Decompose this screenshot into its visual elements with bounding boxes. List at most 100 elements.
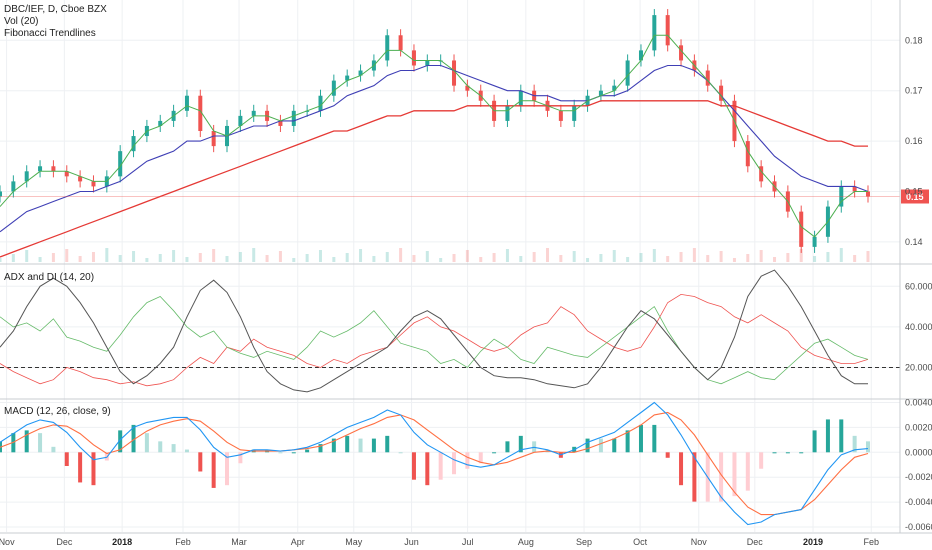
candle-body <box>665 15 670 46</box>
volume-bar <box>345 253 349 262</box>
volume-bar <box>38 257 42 262</box>
macd-histogram-bar <box>478 452 483 464</box>
price-y-tick-label-0: 0.18 <box>905 35 923 45</box>
volume-bar <box>519 256 523 262</box>
macd-histogram-bar <box>24 430 29 453</box>
macd-histogram-bar <box>465 452 470 469</box>
volume-bar <box>385 252 389 262</box>
macd-legend: MACD (12, 26, close, 9) <box>4 406 111 418</box>
di-minus-line <box>0 293 869 387</box>
grid-lines <box>0 0 900 532</box>
x-tick-label-1: Dec <box>56 537 73 547</box>
volume-bar <box>65 249 69 262</box>
volume-bar <box>265 255 269 262</box>
symbol-label[interactable]: DBC/IEF, D, Cboe BZX <box>4 4 107 15</box>
macd-y-tick-label-1: 0.0020 <box>905 422 932 432</box>
macd-histogram-bar <box>78 452 83 483</box>
volume-bar <box>853 255 857 262</box>
x-tick-label-11: Oct <box>633 537 648 547</box>
volume-bar <box>759 250 763 262</box>
volume-bar <box>692 248 696 262</box>
x-tick-label-13: Dec <box>747 537 764 547</box>
x-tick-label-15: Feb <box>864 537 880 547</box>
fib-label[interactable]: Fibonacci Trendlines <box>4 28 96 39</box>
macd-histogram-bar <box>812 430 817 453</box>
macd-histogram-bar <box>438 452 443 480</box>
volume-bar <box>198 253 202 262</box>
volume-bar <box>225 256 229 262</box>
macd-histogram-bar <box>692 452 697 502</box>
volume-bar <box>719 251 723 262</box>
x-tick-label-0: Nov <box>0 537 15 547</box>
candle-body <box>759 166 764 182</box>
volume-bar <box>492 253 496 262</box>
volume-bar <box>572 251 576 262</box>
macd-histogram-bar <box>598 438 603 453</box>
volume-bar <box>599 254 603 262</box>
macd-histogram-bar <box>291 452 296 454</box>
candle-body <box>131 136 136 152</box>
candle-body <box>745 141 750 167</box>
candle-body <box>799 211 804 247</box>
macd-histogram-bar <box>198 452 203 472</box>
candle-body <box>38 166 43 172</box>
candle-body <box>291 110 296 126</box>
volume-bar <box>679 252 683 262</box>
di-plus-line <box>0 296 869 385</box>
volume-bar <box>706 255 710 262</box>
volume-bar <box>652 249 656 262</box>
candle-body <box>331 80 336 96</box>
volume-bar <box>78 256 82 262</box>
volume-bar <box>826 252 830 262</box>
volume-bar <box>359 249 363 262</box>
macd-histogram-bar <box>679 452 684 486</box>
volume-bar <box>305 254 309 262</box>
x-tick-label-12: Nov <box>691 537 708 547</box>
volume-bar <box>399 248 403 262</box>
adx-y-tick-label-2: 20.0000 <box>905 363 932 373</box>
volume-bar <box>746 254 750 262</box>
macd-histogram-bar <box>211 452 216 488</box>
volume-bar <box>51 253 55 262</box>
volume-bar <box>799 249 803 262</box>
macd-histogram-bar <box>638 424 643 453</box>
macd-histogram-bar <box>51 446 56 453</box>
x-tick-label-5: Apr <box>291 537 305 547</box>
macd-histogram-bar <box>772 452 777 454</box>
candle-body <box>812 236 817 247</box>
candle-body <box>505 105 510 121</box>
candle-body <box>64 171 69 177</box>
price-panel: 0.15 <box>0 9 929 262</box>
candle-body <box>518 90 523 106</box>
volume-label[interactable]: Vol (20) <box>4 16 39 27</box>
macd-y-tick-label-3: -0.0020 <box>905 472 932 482</box>
macd-histogram-bar <box>171 444 176 453</box>
macd-histogram-bar <box>158 441 163 453</box>
volume-bar <box>118 255 122 262</box>
candle-body <box>11 181 16 192</box>
candle-body <box>719 85 724 101</box>
candle-body <box>558 110 563 121</box>
candle-body <box>198 95 203 131</box>
macd-histogram-bar <box>745 452 750 491</box>
macd-histogram-bar <box>345 435 350 453</box>
candle-body <box>24 171 29 182</box>
candle-body <box>385 35 390 61</box>
adx-label[interactable]: ADX and DI (14, 20) <box>4 272 95 283</box>
macd-histogram-bar <box>799 452 804 454</box>
macd-histogram-bar <box>305 449 310 453</box>
volume-bar <box>11 254 15 262</box>
volume-bar <box>505 249 509 262</box>
candle-body <box>398 35 403 51</box>
macd-label[interactable]: MACD (12, 26, close, 9) <box>4 406 111 417</box>
x-tick-label-10: Sep <box>576 537 592 547</box>
candle-body <box>211 131 216 147</box>
macd-y-tick-label-2: 0.0000 <box>905 447 932 457</box>
candle-body <box>625 60 630 86</box>
x-tick-label-14: 2019 <box>803 537 823 547</box>
macd-histogram-bar <box>331 438 336 453</box>
macd-histogram-bar <box>785 452 790 454</box>
candle-body <box>638 50 643 61</box>
volume-bar <box>292 258 296 262</box>
